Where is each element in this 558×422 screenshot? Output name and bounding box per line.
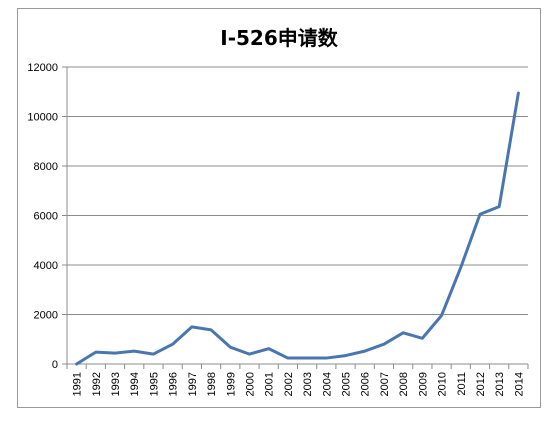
x-tick-label: 2013 (494, 372, 506, 396)
chart-frame (17, 8, 541, 408)
x-tick-label: 2005 (341, 372, 353, 396)
x-tick-label: 1992 (91, 372, 103, 396)
x-tick-label: 1991 (72, 372, 84, 396)
x-tick-label: 2008 (398, 372, 410, 396)
x-tick-label: 2011 (456, 372, 468, 396)
x-tick-label: 1993 (110, 372, 122, 396)
axes (62, 66, 529, 369)
x-tick-label: 2006 (360, 372, 372, 396)
y-tick-label: 12000 (27, 62, 58, 74)
y-tick-labels: 0 2000 4000 6000 8000 10000 12000 (27, 62, 58, 371)
x-tick-label: 1998 (206, 372, 218, 396)
y-tick-label: 0 (52, 359, 58, 371)
x-tick-label: 2004 (321, 372, 333, 396)
x-tick-label: 1995 (148, 372, 160, 396)
chart-title: I-526申请数 (220, 26, 338, 50)
x-tick-label: 1997 (187, 372, 199, 396)
series-line (75, 91, 520, 366)
x-tick-label: 2000 (244, 372, 256, 396)
y-tick-label: 8000 (34, 161, 58, 173)
y-tick-label: 4000 (34, 260, 58, 272)
x-tick-label: 1996 (168, 372, 180, 396)
x-tick-label: 2012 (475, 372, 487, 396)
series-layer (75, 91, 520, 366)
x-tick-label: 1994 (129, 372, 141, 396)
x-tick-label: 2014 (513, 372, 525, 396)
x-tick-label: 2009 (417, 372, 429, 396)
x-tick-label: 2002 (283, 372, 295, 396)
y-tick-label: 10000 (27, 112, 58, 124)
x-tick-label: 2003 (302, 372, 314, 396)
x-tick-label: 1999 (225, 372, 237, 396)
x-tick-label: 2001 (264, 372, 276, 396)
x-tick-label: 2007 (379, 372, 391, 396)
x-tick-label: 2010 (437, 372, 449, 396)
x-tick-labels: 1991 1992 1993 1994 1995 1996 1997 1998 1999 2000… (72, 372, 526, 396)
gridlines (67, 66, 528, 315)
y-tick-label: 2000 (34, 310, 58, 322)
y-tick-label: 6000 (34, 211, 58, 223)
